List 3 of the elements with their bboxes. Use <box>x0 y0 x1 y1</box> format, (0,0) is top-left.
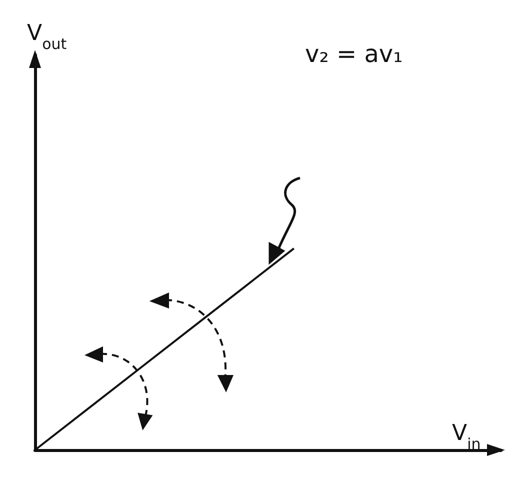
text: v₂ = av₁ <box>305 40 403 68</box>
x-axis-title: V$_{in}$ <box>452 421 481 453</box>
text: V$_{out}$ <box>27 21 67 53</box>
